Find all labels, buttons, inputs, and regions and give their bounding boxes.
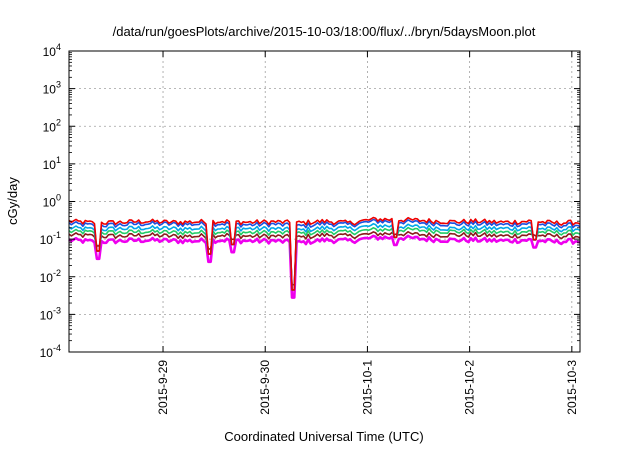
y-tick-label: 103 [43,80,61,97]
x-axis-ticks: 2015-9-29 2015-9-30 2015-10-1 2015-10-2 2015… [156,51,579,415]
x-tick-label: 2015-10-3 [565,360,579,415]
y-tick-label: 101 [43,155,61,172]
x-tick-label: 2015-9-30 [258,360,272,415]
y-tick-label: 10-1 [40,230,61,247]
y-tick-label: 10-2 [40,268,61,285]
y-tick-label: 102 [43,117,61,134]
series-line [68,234,581,299]
chart-title: /data/run/goesPlots/archive/2015-10-03/1… [113,24,536,39]
y-tick-label: 10-4 [40,343,61,360]
x-axis-label: Coordinated Universal Time (UTC) [224,429,423,444]
series-line [68,216,581,291]
plot-series [68,216,581,299]
y-tick-label: 10-3 [40,305,61,322]
y-tick-label: 104 [43,42,61,59]
series-line [68,226,581,291]
y-axis-label: cGy/day [5,177,20,225]
grid [69,51,580,352]
series-line [68,223,581,291]
x-tick-label: 2015-10-2 [463,360,477,415]
x-tick-label: 2015-10-1 [360,360,374,415]
y-tick-label: 100 [43,193,61,210]
series-line [68,231,581,286]
series-line [68,218,581,291]
x-tick-label: 2015-9-29 [156,360,170,415]
y-axis-ticks: 10-4 10-3 10-2 10-1 100 101 102 103 104 [40,42,580,360]
